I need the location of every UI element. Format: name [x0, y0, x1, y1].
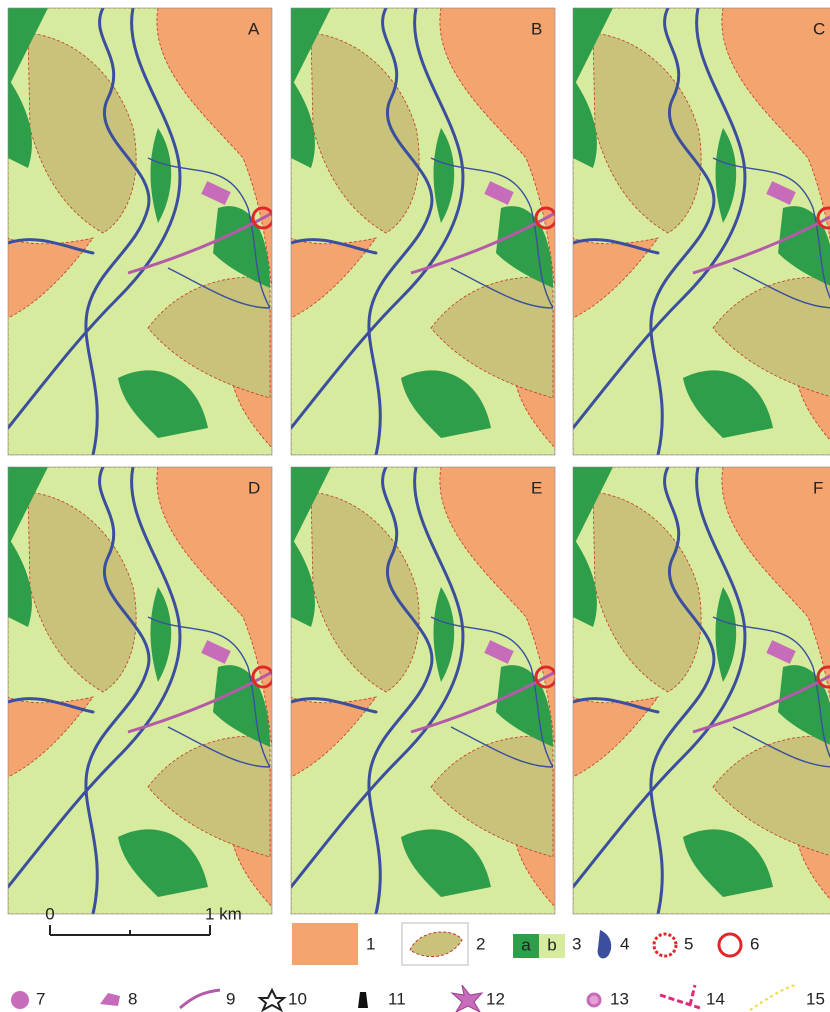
legend-symbol [452, 985, 482, 1012]
legend-part: a [521, 935, 531, 954]
panel-label: B [531, 19, 542, 38]
legend-number: 1 [366, 934, 375, 953]
panels: A B C D E F [8, 8, 830, 914]
legend-symbol [100, 993, 120, 1006]
legend-number: 12 [486, 989, 505, 1008]
legend-number: 5 [684, 934, 693, 953]
legend-number: 15 [806, 989, 825, 1008]
map-clip [291, 467, 556, 914]
map-clip [573, 8, 830, 455]
legend-symbol [260, 990, 284, 1010]
legend-number: 10 [288, 989, 307, 1008]
legend-number: 3 [572, 934, 581, 953]
map-panel: D [8, 467, 273, 914]
legend-number: 7 [36, 989, 45, 1008]
legend-number: 13 [610, 989, 629, 1008]
legend-number: 4 [620, 934, 629, 953]
panel-label: F [813, 478, 823, 497]
legend-swatch [292, 923, 358, 965]
legend-number: 11 [388, 989, 406, 1008]
legend-symbol [358, 992, 368, 1008]
map-panel: C [573, 8, 830, 455]
legend-number: 14 [706, 989, 725, 1008]
panel-label: C [813, 19, 825, 38]
map-panel: A [8, 8, 273, 455]
scale-start: 0 [45, 904, 54, 923]
legend-symbol [11, 991, 29, 1009]
map-panel: E [291, 467, 556, 914]
legend-part: b [547, 935, 556, 954]
map-content [573, 467, 830, 914]
legend-symbol [654, 934, 676, 956]
map-panel: B [291, 8, 556, 455]
legend-symbol [750, 985, 795, 1010]
legend-number: 2 [476, 934, 485, 953]
legend-symbol [660, 985, 700, 1008]
page: A B C D E F 0 1 km 1 2 a b 3 4 5 6 7 8 9 10 1… [0, 0, 830, 1012]
legend-symbol [598, 930, 612, 958]
legend-symbol [588, 994, 600, 1006]
panel-label: A [248, 19, 260, 38]
map-content [8, 8, 273, 455]
map-clip [8, 8, 273, 455]
scale-end: 1 km [205, 904, 242, 923]
panel-label: D [248, 478, 260, 497]
map-clip [291, 8, 556, 455]
map-content [8, 467, 273, 914]
map-content [573, 8, 830, 455]
legend-number: 8 [128, 989, 137, 1008]
panel-label: E [531, 478, 542, 497]
legend-number: 9 [226, 989, 235, 1008]
map-content [291, 467, 556, 914]
map-clip [8, 467, 273, 914]
map-content [291, 8, 556, 455]
map-panel: F [573, 467, 830, 914]
legend-symbol [180, 990, 220, 1008]
legend-symbol [719, 934, 741, 956]
map-clip [573, 467, 830, 914]
legend-number: 6 [750, 934, 759, 953]
figure: A B C D E F 0 1 km 1 2 a b 3 4 5 6 7 8 9 10 1… [0, 0, 830, 1012]
